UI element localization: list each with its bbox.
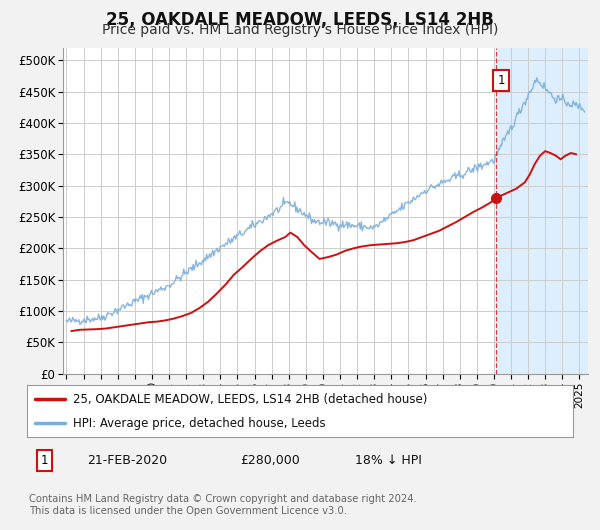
Text: Contains HM Land Registry data © Crown copyright and database right 2024.
This d: Contains HM Land Registry data © Crown c… xyxy=(29,494,416,516)
Text: 1: 1 xyxy=(41,454,48,467)
Text: Price paid vs. HM Land Registry's House Price Index (HPI): Price paid vs. HM Land Registry's House … xyxy=(102,23,498,37)
Bar xyxy=(496,48,588,374)
Text: HPI: Average price, detached house, Leeds: HPI: Average price, detached house, Leed… xyxy=(73,417,326,430)
Text: 18% ↓ HPI: 18% ↓ HPI xyxy=(355,454,421,467)
Text: 21-FEB-2020: 21-FEB-2020 xyxy=(87,454,167,467)
Text: 25, OAKDALE MEADOW, LEEDS, LS14 2HB (detached house): 25, OAKDALE MEADOW, LEEDS, LS14 2HB (det… xyxy=(73,393,428,406)
Text: £280,000: £280,000 xyxy=(240,454,299,467)
Text: 1: 1 xyxy=(497,74,505,87)
Text: 25, OAKDALE MEADOW, LEEDS, LS14 2HB: 25, OAKDALE MEADOW, LEEDS, LS14 2HB xyxy=(106,11,494,29)
